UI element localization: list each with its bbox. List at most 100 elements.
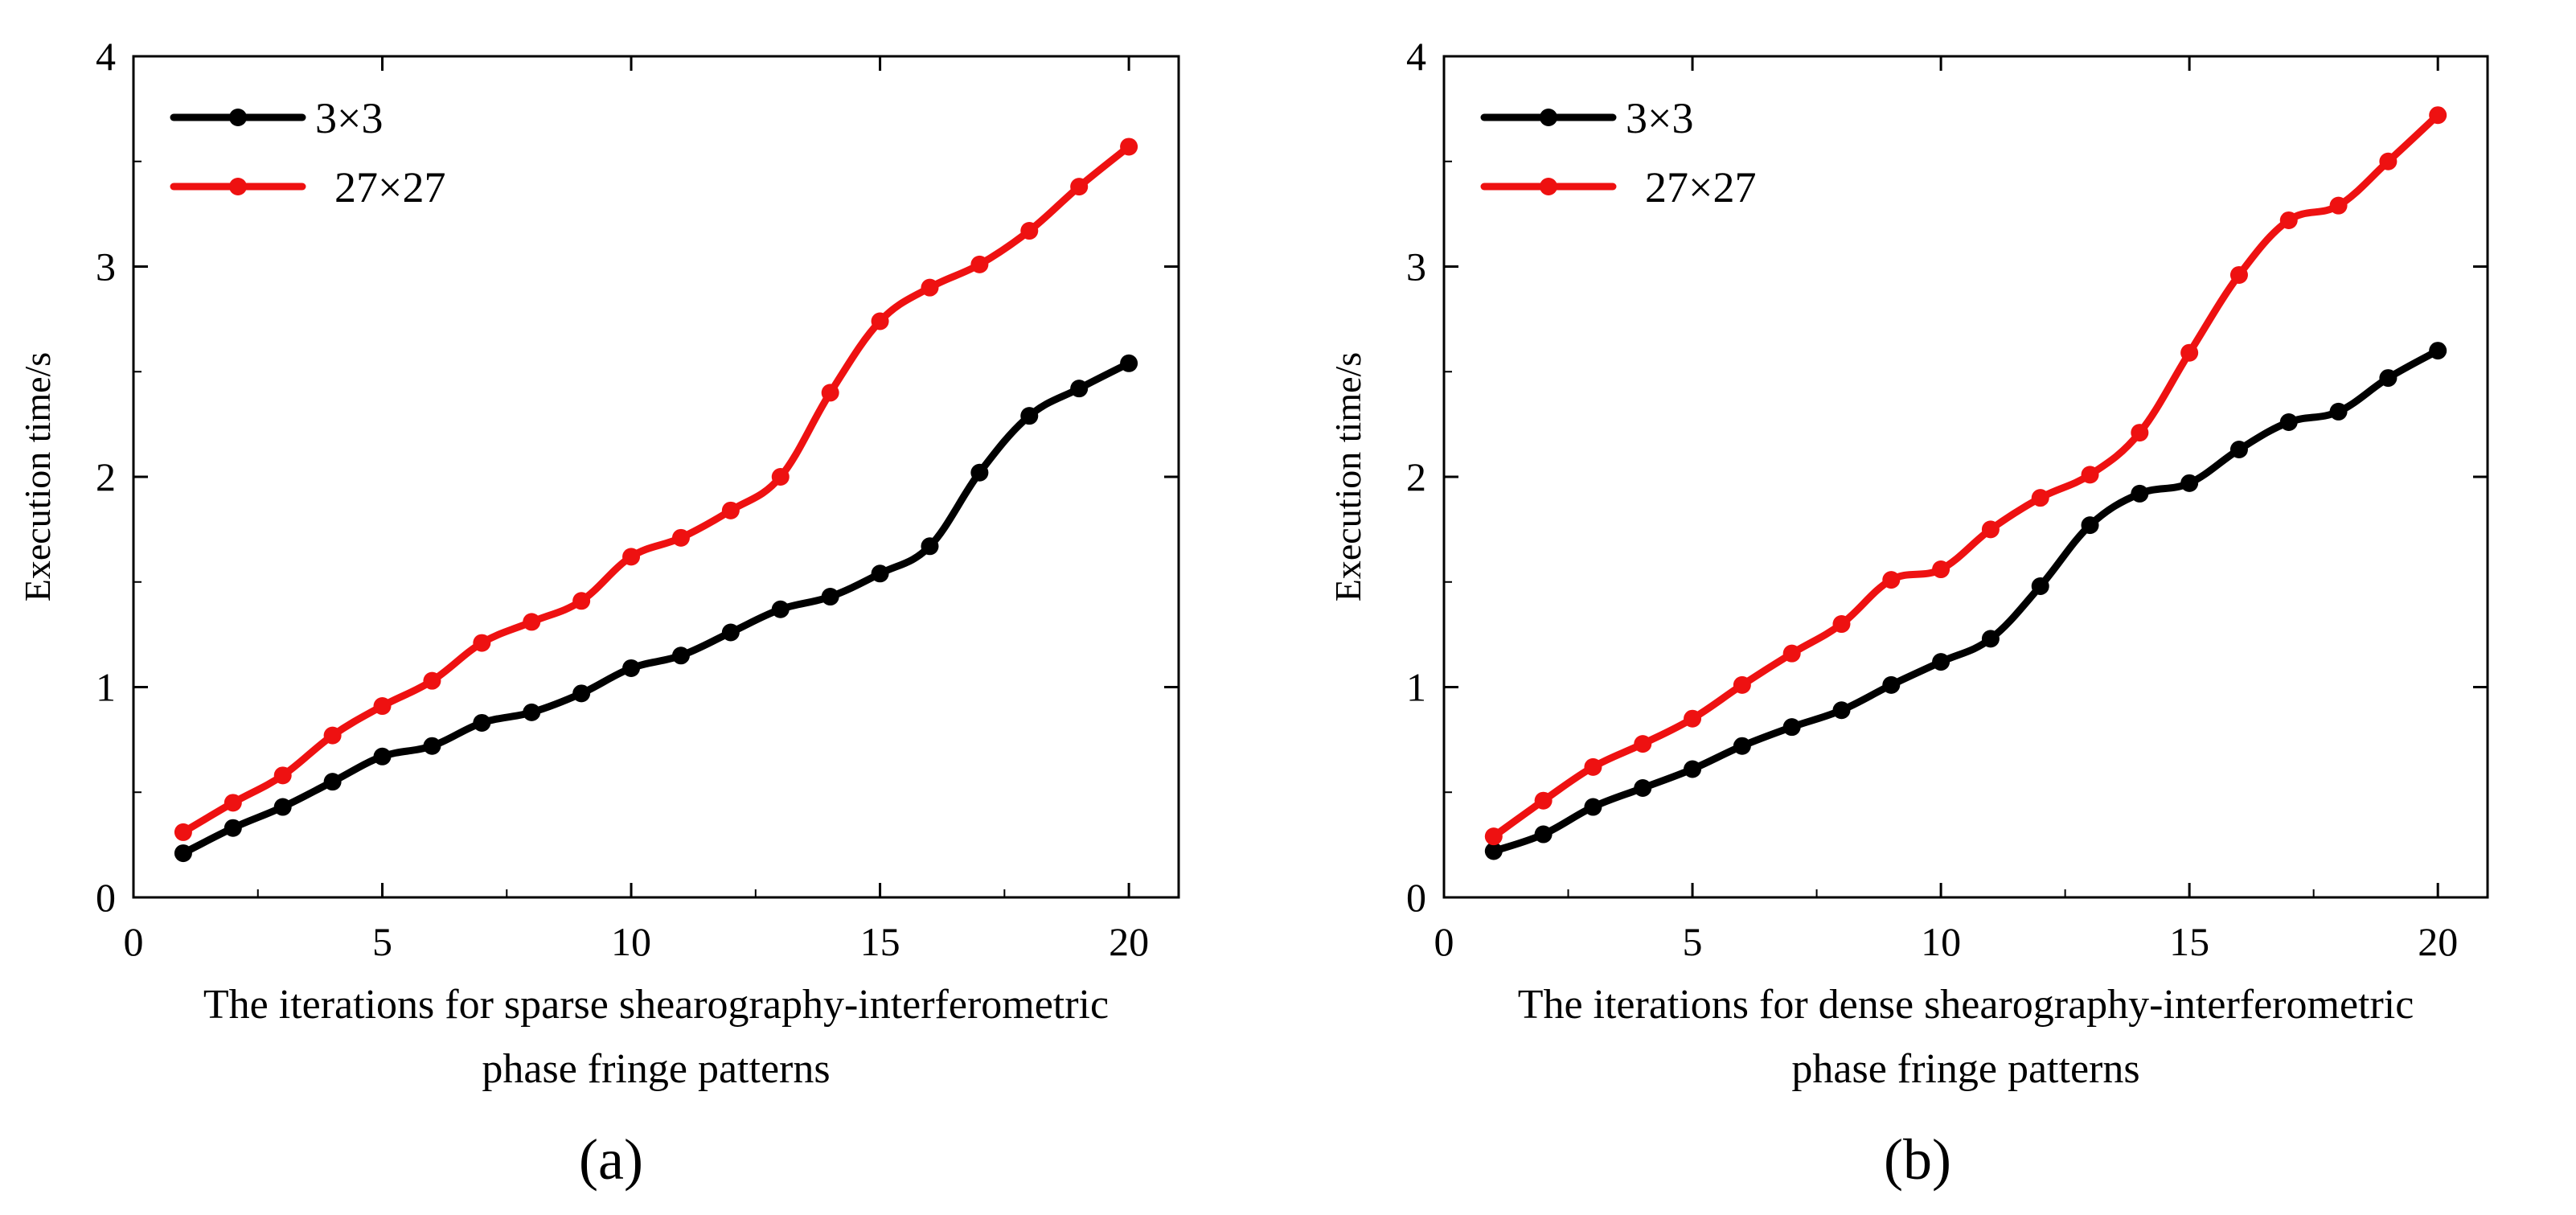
data-point (572, 592, 591, 610)
data-point (1832, 615, 1851, 634)
x-tick-label: 10 (611, 919, 651, 964)
x-axis-title-line: phase fringe patterns (482, 1046, 830, 1092)
data-point (1634, 779, 1652, 798)
legend-entry: 3×3 (1480, 94, 1693, 142)
data-point (671, 646, 690, 665)
data-point (1484, 827, 1503, 846)
data-point (1981, 520, 2000, 539)
x-tick-label: 5 (1683, 919, 1703, 964)
y-tick-label: 4 (96, 34, 116, 79)
data-point (622, 659, 641, 677)
data-point (2081, 466, 2099, 484)
data-point (1932, 653, 1950, 671)
data-point (1733, 737, 1751, 755)
x-axis-title-line: The iterations for sparse shearography-i… (203, 982, 1109, 1028)
legend-label: 27×27 (1645, 163, 1756, 211)
y-axis-title: Execution time/s (1327, 352, 1368, 601)
data-point (1882, 675, 1901, 694)
y-tick-label: 1 (96, 665, 116, 710)
y-tick-label: 4 (1406, 34, 1426, 79)
data-point (970, 463, 989, 482)
data-point (1484, 842, 1503, 860)
data-point (523, 613, 541, 631)
series-3x3 (1484, 342, 2447, 860)
data-point (2180, 474, 2199, 492)
data-point (2329, 402, 2348, 421)
data-point (1584, 757, 1602, 776)
data-point (1584, 798, 1602, 816)
data-point (273, 766, 292, 785)
x-axis-title-line: phase fringe patterns (1791, 1046, 2139, 1092)
y-tick-label: 0 (1406, 875, 1426, 920)
data-point (2229, 441, 2248, 459)
data-point (174, 823, 192, 841)
series-27x27 (1484, 106, 2447, 846)
data-point (1020, 407, 1039, 425)
series-line (179, 142, 1133, 836)
data-point (323, 773, 342, 791)
data-point (2131, 424, 2149, 442)
data-point (2180, 343, 2199, 362)
data-point (771, 600, 790, 618)
data-point (1070, 380, 1089, 398)
data-point (2279, 211, 2298, 229)
legend-marker (229, 178, 247, 195)
data-point (2031, 577, 2049, 595)
series-3x3 (174, 354, 1138, 863)
data-point (1120, 354, 1138, 372)
data-point (771, 468, 790, 486)
data-point (821, 384, 839, 402)
data-point (871, 312, 889, 330)
data-point (1832, 701, 1851, 720)
legend-entry: 3×3 (170, 94, 383, 142)
data-point (1782, 718, 1801, 737)
series-27x27 (174, 138, 1138, 841)
data-point (1534, 825, 1553, 844)
x-tick-label: 0 (124, 919, 144, 964)
x-tick-label: 15 (860, 919, 900, 964)
data-point (1684, 709, 1702, 728)
data-point (721, 501, 740, 519)
data-point (921, 278, 939, 297)
data-point (572, 684, 591, 703)
x-axis-title-line: The iterations for dense shearography-in… (1518, 982, 2414, 1028)
data-point (821, 588, 839, 606)
data-point (1534, 791, 1553, 810)
legend-marker (229, 109, 247, 126)
x-tick-label: 5 (372, 919, 392, 964)
data-point (970, 255, 989, 273)
data-point (1634, 735, 1652, 753)
data-point (622, 548, 641, 566)
data-point (1733, 675, 1751, 694)
data-point (373, 697, 392, 716)
data-point (224, 794, 242, 812)
legend-label: 3×3 (315, 94, 383, 142)
x-tick-label: 0 (1434, 919, 1454, 964)
y-tick-label: 0 (96, 875, 116, 920)
data-point (323, 726, 342, 745)
x-tick-label: 10 (1921, 919, 1961, 964)
data-point (2429, 342, 2447, 360)
y-tick-label: 3 (1406, 244, 1426, 289)
data-point (423, 737, 441, 755)
data-point (473, 634, 491, 652)
data-point (721, 623, 740, 642)
legend-entry: 27×27 (1480, 163, 1756, 211)
data-point (1070, 178, 1089, 196)
data-point (2279, 413, 2298, 432)
legend-marker (1540, 178, 1557, 195)
data-point (224, 819, 242, 837)
legend-marker (1540, 109, 1557, 126)
panel-label: (b) (1884, 1127, 1951, 1192)
y-tick-label: 3 (96, 244, 116, 289)
data-point (1981, 630, 2000, 648)
data-point (1882, 571, 1901, 589)
data-point (423, 671, 441, 690)
y-axis-title: Execution time/s (17, 352, 58, 601)
data-point (523, 703, 541, 721)
legend-label: 27×27 (334, 163, 445, 211)
data-point (2081, 516, 2099, 535)
data-point (1020, 222, 1039, 240)
data-point (1782, 644, 1801, 663)
